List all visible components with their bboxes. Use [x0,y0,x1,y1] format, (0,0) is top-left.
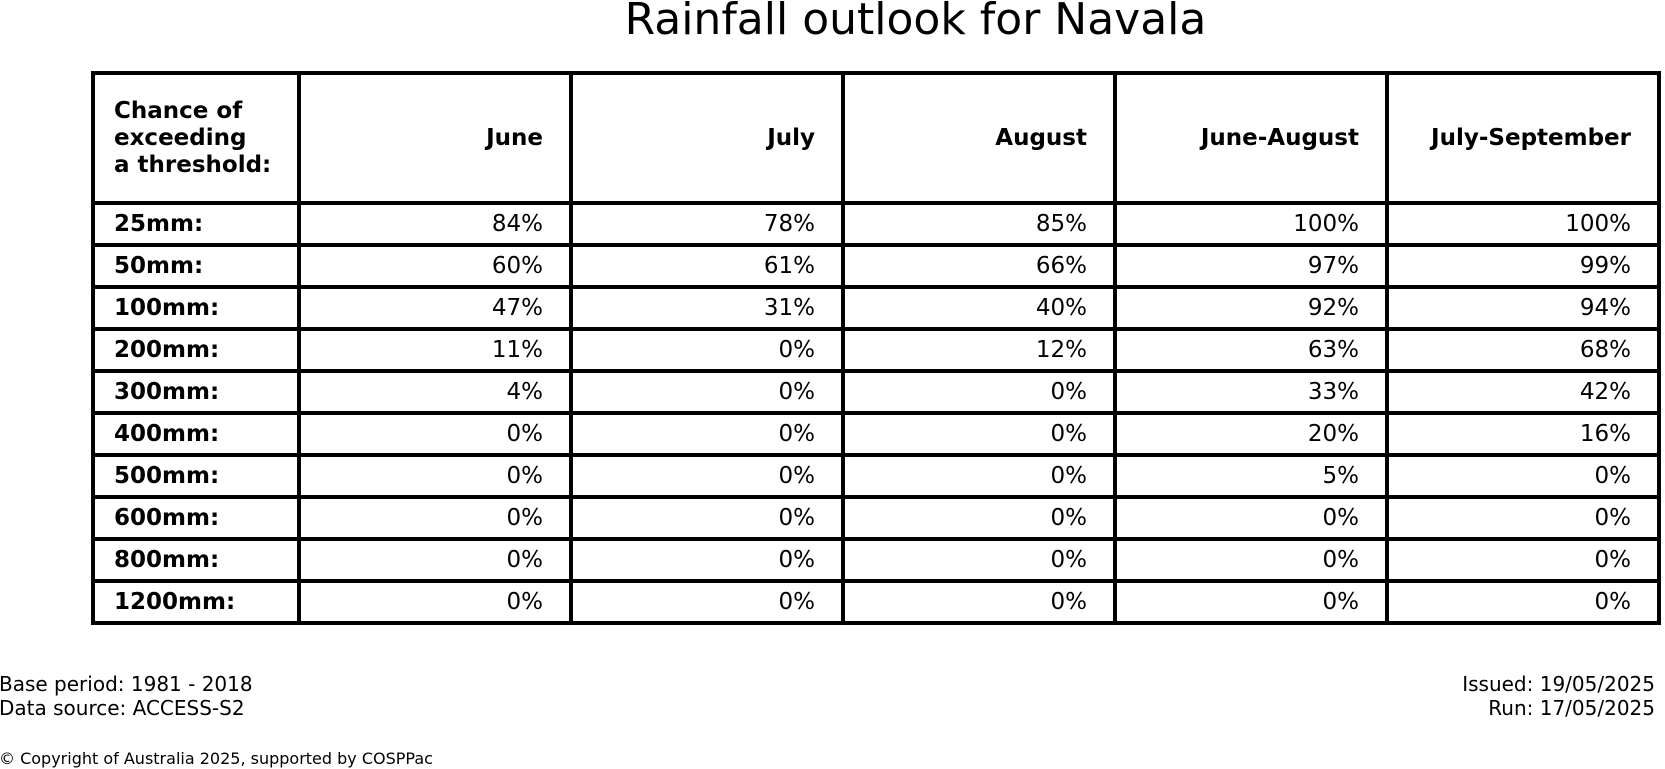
probability-cell: 0% [841,411,1117,457]
footer-right: Issued: 19/05/2025 Run: 17/05/2025 [1462,672,1655,720]
probability-cell: 12% [841,327,1117,373]
probability-cell: 60% [297,243,573,289]
row-threshold-label: 400mm: [91,411,301,457]
table-row: 600mm: 0% 0% 0% 0% 0% [91,495,1661,541]
column-header: June-August [1113,71,1389,205]
corner-header-line: exceeding [114,124,247,151]
table-row: 800mm: 0% 0% 0% 0% 0% [91,537,1661,583]
probability-cell: 47% [297,285,573,331]
probability-cell: 0% [841,579,1117,625]
probability-cell: 68% [1385,327,1661,373]
probability-cell: 0% [569,411,845,457]
row-threshold-label: 600mm: [91,495,301,541]
probability-cell: 0% [841,453,1117,499]
corner-header-line: Chance of [114,97,243,124]
probability-cell: 33% [1113,369,1389,415]
probability-cell: 0% [569,453,845,499]
table-row: 300mm: 4% 0% 0% 33% 42% [91,369,1661,415]
column-header: June [297,71,573,205]
row-threshold-label: 300mm: [91,369,301,415]
row-threshold-label: 1200mm: [91,579,301,625]
probability-cell: 0% [297,537,573,583]
table-row: 200mm: 11% 0% 12% 63% 68% [91,327,1661,373]
probability-cell: 0% [1385,453,1661,499]
probability-cell: 0% [297,579,573,625]
probability-cell: 0% [569,327,845,373]
corner-header: Chance of exceeding a threshold: [91,71,301,205]
base-period: Base period: 1981 - 2018 [0,672,253,696]
column-header: August [841,71,1117,205]
probability-cell: 42% [1385,369,1661,415]
probability-cell: 0% [841,369,1117,415]
probability-cell: 0% [297,453,573,499]
table-row: 25mm: 84% 78% 85% 100% 100% [91,201,1661,247]
probability-cell: 0% [841,495,1117,541]
probability-cell: 16% [1385,411,1661,457]
probability-cell: 0% [1113,495,1389,541]
probability-cell: 100% [1385,201,1661,247]
probability-cell: 11% [297,327,573,373]
probability-cell: 97% [1113,243,1389,289]
probability-cell: 20% [1113,411,1389,457]
table-body: 25mm: 84% 78% 85% 100% 100% 50mm: 60% 61% 66% 97% 9… [91,201,1661,625]
probability-cell: 0% [297,411,573,457]
issued-date: Issued: 19/05/2025 [1462,672,1655,696]
probability-cell: 0% [1385,579,1661,625]
probability-cell: 92% [1113,285,1389,331]
row-threshold-label: 25mm: [91,201,301,247]
outlook-table: Chance of exceeding a threshold: June Ju… [91,71,1661,625]
table-row: 50mm: 60% 61% 66% 97% 99% [91,243,1661,289]
row-threshold-label: 200mm: [91,327,301,373]
probability-cell: 78% [569,201,845,247]
probability-cell: 0% [297,495,573,541]
probability-cell: 99% [1385,243,1661,289]
table-row: 500mm: 0% 0% 0% 5% 0% [91,453,1661,499]
probability-cell: 85% [841,201,1117,247]
probability-cell: 0% [569,495,845,541]
probability-cell: 66% [841,243,1117,289]
probability-cell: 0% [569,369,845,415]
probability-cell: 61% [569,243,845,289]
run-date: Run: 17/05/2025 [1488,696,1655,720]
probability-cell: 84% [297,201,573,247]
footer-left: Base period: 1981 - 2018 Data source: AC… [0,672,253,720]
probability-cell: 5% [1113,453,1389,499]
probability-cell: 0% [569,537,845,583]
probability-cell: 0% [1113,579,1389,625]
page-title: Rainfall outlook for Navala [624,0,1207,45]
table-row: 400mm: 0% 0% 0% 20% 16% [91,411,1661,457]
row-threshold-label: 100mm: [91,285,301,331]
table-row: 100mm: 47% 31% 40% 92% 94% [91,285,1661,331]
column-header: July [569,71,845,205]
probability-cell: 0% [841,537,1117,583]
probability-cell: 0% [1385,495,1661,541]
data-source: Data source: ACCESS-S2 [0,696,245,720]
row-threshold-label: 800mm: [91,537,301,583]
row-threshold-label: 50mm: [91,243,301,289]
probability-cell: 63% [1113,327,1389,373]
probability-cell: 0% [569,579,845,625]
probability-cell: 4% [297,369,573,415]
corner-header-line: a threshold: [114,151,272,178]
probability-cell: 100% [1113,201,1389,247]
copyright-notice: © Copyright of Australia 2025, supported… [0,749,433,768]
table-header-row: Chance of exceeding a threshold: June Ju… [91,71,1661,205]
probability-cell: 0% [1113,537,1389,583]
row-threshold-label: 500mm: [91,453,301,499]
table-row: 1200mm: 0% 0% 0% 0% 0% [91,579,1661,625]
column-header: July-September [1385,71,1661,205]
outlook-table-wrapper: Chance of exceeding a threshold: June Ju… [91,71,1661,625]
probability-cell: 0% [1385,537,1661,583]
probability-cell: 31% [569,285,845,331]
probability-cell: 40% [841,285,1117,331]
probability-cell: 94% [1385,285,1661,331]
